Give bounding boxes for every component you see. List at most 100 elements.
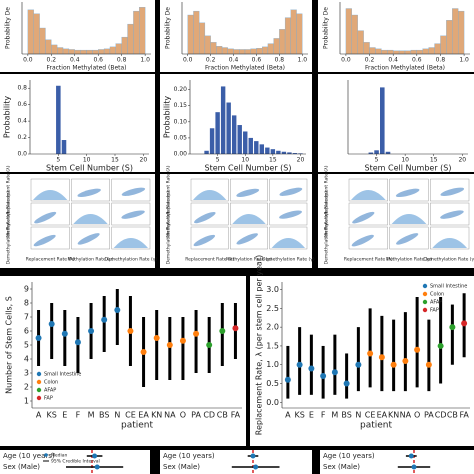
median-dot xyxy=(367,350,374,357)
hist-bar xyxy=(204,35,211,55)
hist-bar xyxy=(51,44,58,55)
hist-bar xyxy=(227,48,234,55)
x-tick-label: 0.6 xyxy=(412,57,422,64)
cell xyxy=(348,226,388,250)
x-tick-label: 0.2 xyxy=(47,57,57,64)
median-dot xyxy=(140,349,147,355)
hist-bar xyxy=(434,43,441,55)
hist-bar xyxy=(127,23,134,55)
panel xyxy=(320,450,474,474)
y-axis-label: Methylation Rate (μ) xyxy=(166,191,172,237)
y-axis-label: Probability De xyxy=(165,7,172,49)
x-tick-label: 10 xyxy=(241,157,249,164)
row-label: Sex (Male) xyxy=(163,463,200,471)
x-tick-label: KS xyxy=(294,411,304,420)
hist-bar xyxy=(210,42,217,55)
cell xyxy=(111,178,151,202)
x-axis-label: patient xyxy=(121,421,153,431)
x-tick-label: 0.0 xyxy=(183,57,193,64)
legend-label: Small Intestine xyxy=(430,284,467,290)
hist-bar xyxy=(296,13,303,55)
x-tick-label: 5 xyxy=(375,157,379,164)
median-dot xyxy=(461,320,468,327)
y-axis-label: Demethylation Rate (γ) xyxy=(324,211,330,264)
x-tick-label: 0.0 xyxy=(341,57,351,64)
bar xyxy=(265,147,270,154)
x-axis-label: Methylation Rate (μ) xyxy=(386,257,432,263)
y-axis-label: Replacement Rate (λ) xyxy=(166,165,172,214)
x-tick-label: 1.0 xyxy=(140,57,150,64)
bar xyxy=(61,140,67,154)
hist-bar xyxy=(351,14,358,55)
median-dot xyxy=(408,453,414,459)
bar xyxy=(243,131,248,154)
y-axis-label: Probability xyxy=(163,96,172,139)
hist-bar xyxy=(375,48,382,55)
x-tick-label: N xyxy=(114,411,120,420)
hist-bar xyxy=(27,9,34,55)
hist-bar xyxy=(103,48,111,55)
cell xyxy=(111,226,151,250)
y-tick-label: 6 xyxy=(24,327,29,336)
y-tick-label: 0.20 xyxy=(174,86,188,93)
median-dot xyxy=(114,307,121,313)
y-axis-label: Probability De xyxy=(323,7,330,49)
median-dot xyxy=(411,464,417,470)
x-tick-label: 0.6 xyxy=(252,57,262,64)
marginal xyxy=(73,214,108,224)
y-tick-label: 2.5 xyxy=(266,304,279,313)
cell xyxy=(230,226,268,250)
median-dot xyxy=(48,321,55,327)
y-tick-label: 2.0 xyxy=(266,323,279,332)
y-tick-label: 1.0 xyxy=(266,360,279,369)
x-axis-label: Stem Cell Number (S) xyxy=(46,164,133,173)
y-tick-label: 0.10 xyxy=(174,118,188,125)
x-axis-label: Replacement Rate (λ) xyxy=(344,257,393,263)
row-label: Age (10 years) xyxy=(163,452,215,460)
hist-bar xyxy=(233,49,240,55)
x-tick-label: NA xyxy=(400,411,412,420)
legend-swatch xyxy=(422,283,428,289)
cell xyxy=(430,202,470,226)
x-axis-label: Replacement Rate (λ) xyxy=(185,257,234,263)
hist-bar xyxy=(109,46,116,55)
x-tick-label: 10 xyxy=(401,157,409,164)
bar xyxy=(204,150,209,154)
cell xyxy=(111,202,151,226)
x-tick-label: PA xyxy=(424,411,434,420)
median-dot xyxy=(206,342,213,348)
bar xyxy=(292,153,298,154)
cell xyxy=(348,202,388,226)
legend-label: Median xyxy=(51,453,68,459)
legend-swatch xyxy=(422,299,428,305)
median-dot xyxy=(414,346,421,353)
legend-swatch xyxy=(422,291,428,297)
cloud xyxy=(440,187,465,197)
bar xyxy=(368,152,374,154)
cell xyxy=(71,178,110,202)
x-tick-label: BS xyxy=(341,411,351,420)
cloud xyxy=(279,210,302,219)
y-tick-label: 0.4 xyxy=(17,118,27,125)
legend-label: Small Intestine xyxy=(44,372,81,378)
hist-bar xyxy=(244,49,251,55)
median-dot xyxy=(250,453,256,459)
bar xyxy=(385,151,391,154)
hist-bar xyxy=(33,13,40,55)
legend-swatch xyxy=(36,395,42,401)
bar xyxy=(237,125,242,154)
y-tick-label: 0.5 xyxy=(266,379,279,388)
hist-bar xyxy=(428,47,435,55)
y-tick-label: 0.2 xyxy=(17,134,27,141)
median-dot xyxy=(355,361,362,368)
bar xyxy=(248,137,253,154)
x-tick-label: O xyxy=(180,411,186,420)
y-tick-label: 0.6 xyxy=(17,101,27,108)
hist-bar xyxy=(369,47,376,55)
median-dot xyxy=(449,324,456,331)
cell xyxy=(190,178,229,202)
hist-bar xyxy=(357,30,364,55)
hist-bar xyxy=(239,49,246,55)
cell xyxy=(430,178,470,202)
cell xyxy=(430,226,470,250)
